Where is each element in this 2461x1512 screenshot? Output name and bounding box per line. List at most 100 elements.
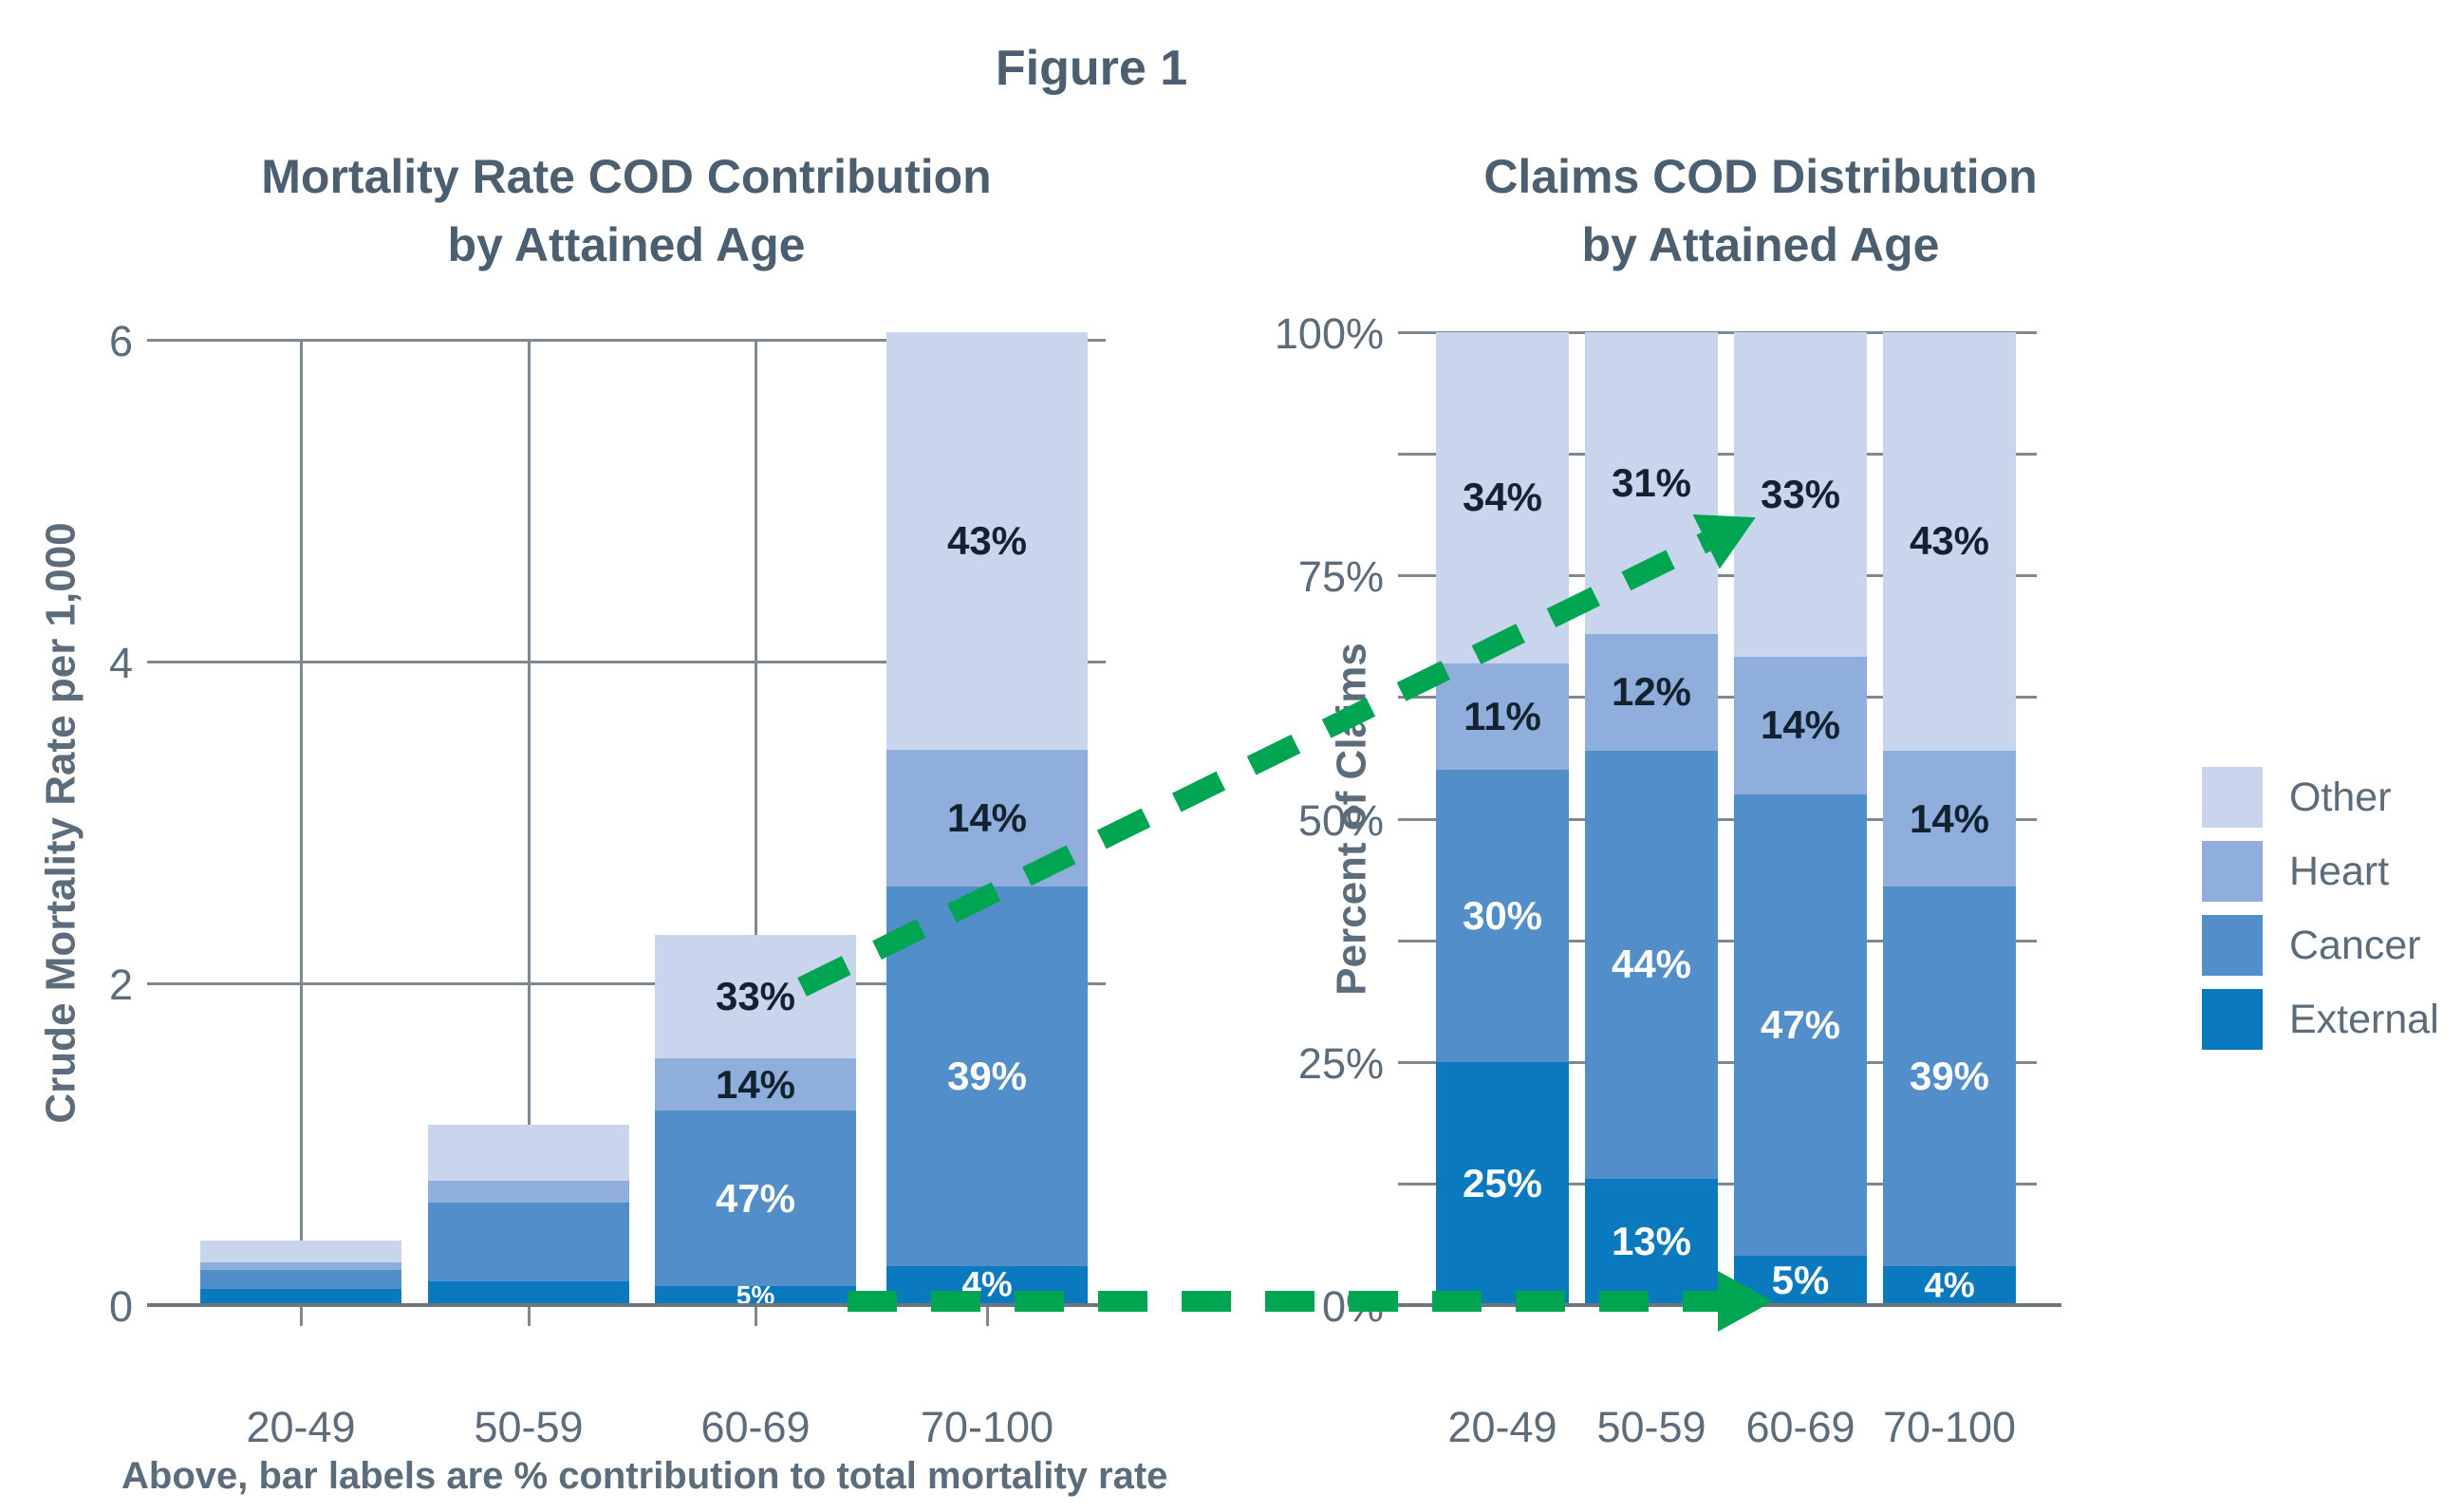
segment-heart-70-100 [1883,750,2016,887]
bar-label-heart-70-100: 14% [1909,795,1990,841]
x-tick-stub [300,1305,303,1326]
external-trend-arrow [848,1271,1773,1332]
bar-label-cancer-20-49: 30% [1462,893,1543,938]
x-axis-label: 70-100 [920,1403,1054,1451]
right-chart-title-line1: Claims COD Distribution [1483,150,2038,203]
segment-cancer-70-100 [1883,887,2016,1266]
bar-label-external-50-59: 13% [1611,1219,1692,1264]
right-chart-title-line2: by Attained Age [1581,218,1940,271]
left-chart-footnote: Above, bar labels are % contribution to … [121,1455,1168,1497]
bar-20-49: 25% 30% 11% 34% [1436,332,1569,1305]
legend-item-heart: Heart [2202,841,2439,902]
y-tick-label: 6 [108,317,133,365]
x-axis-label: 50-59 [1596,1403,1706,1451]
gridline-horizontal [147,982,1106,985]
x-tick-stub [755,1305,757,1326]
segment-external-20-49 [1436,1061,1569,1305]
segment-heart-50-59 [428,1181,629,1203]
legend: Other Heart Cancer External [2202,767,2439,1063]
bar-label-other-70-100: 43% [946,518,1028,563]
legend-swatch-heart [2202,841,2263,902]
segment-other-20-49 [200,1241,401,1263]
segment-other-70-100 [886,331,1088,751]
legend-item-other: Other [2202,767,2439,828]
segment-cancer-20-49 [200,1269,401,1290]
segment-cancer-70-100 [886,887,1088,1266]
gridline-horizontal [147,339,1106,342]
legend-swatch-other [2202,767,2263,828]
bar-70-100: 4% 39% 14% 43% [886,331,1088,1305]
x-axis-label: 60-69 [1745,1403,1855,1451]
bar-60-69: 5% 47% 14% 33% [1734,332,1867,1305]
y-tick-label: 25% [1297,1038,1384,1088]
right-chart-plot-area: 0%25%50%75%100%25%30%11%34%20-4913%44%12… [1275,309,2061,1451]
legend-item-external: External [2202,989,2439,1050]
bar-label-other-20-49: 34% [1462,475,1543,520]
bar-label-other-70-100: 43% [1909,518,1990,564]
x-tick-stub [986,1305,989,1326]
x-axis-label: 20-49 [246,1403,356,1451]
x-axis-label: 20-49 [1447,1403,1557,1451]
left-y-axis-label: Crude Mortality Rate per 1,000 [37,522,84,1124]
x-axis-line [147,1303,1120,1307]
segment-cancer-50-59 [1585,750,1718,1179]
bar-label-heart-50-59: 12% [1611,669,1692,715]
gridline-vertical [755,340,757,1305]
segment-heart-60-69 [1734,656,1867,794]
segment-other-70-100 [1883,332,2016,751]
bar-label-heart-70-100: 14% [946,795,1028,841]
segment-heart-50-59 [1585,633,1718,751]
bar-20-49 [200,1241,401,1305]
legend-label: External [2289,997,2439,1042]
segment-cancer-20-49 [1436,770,1569,1062]
segment-external-20-49 [200,1289,401,1305]
segment-cancer-50-59 [428,1202,629,1282]
bar-label-other-50-59: 31% [1611,459,1692,505]
y-tick-label: 75% [1297,552,1384,602]
arrowhead-icon [1718,1271,1773,1332]
y-tick-label: 2 [108,961,133,1009]
segment-heart-60-69 [655,1058,856,1111]
segment-external-50-59 [428,1281,629,1305]
bar-label-cancer-50-59: 44% [1611,942,1692,987]
segment-other-60-69 [1734,332,1867,657]
bar-label-cancer-70-100: 39% [1909,1054,1990,1099]
segment-other-50-59 [428,1125,629,1181]
left-chart-title-line1: Mortality Rate COD Contribution [261,150,992,203]
external-trend-arrow-dashes [848,1291,1718,1312]
segment-heart-20-49 [200,1262,401,1270]
segment-other-60-69 [655,935,856,1059]
gridline-horizontal [147,661,1106,663]
legend-label: Other [2289,775,2392,820]
y-tick-label: 0 [108,1282,133,1331]
bar-label-other-60-69: 33% [715,974,796,1019]
legend-label: Cancer [2289,923,2421,968]
left-chart-title: Mortality Rate COD Contribution by Attai… [147,142,1106,279]
x-axis-label: 50-59 [474,1403,584,1451]
figure-title: Figure 1 [995,41,1188,96]
x-tick-stub [528,1305,531,1326]
y-tick-label: 50% [1297,795,1384,845]
bar-label-external-20-49: 25% [1462,1160,1543,1205]
legend-item-cancer: Cancer [2202,915,2439,976]
x-axis-label: 70-100 [1882,1403,2017,1451]
bar-70-100: 4% 39% 14% 43% [1883,332,2016,1305]
bar-label-cancer-60-69: 47% [1760,1001,1841,1047]
segment-heart-20-49 [1436,663,1569,771]
y-tick-label: 4 [108,639,133,687]
segment-external-70-100 [1883,1266,2016,1305]
bar-label-cancer-60-69: 47% [715,1175,796,1221]
left-chart-plot-area: 0 2 4 6 20-49 50-59 5% 47% 14% 33% 60-69 4% 39% 14% 43… [109,317,1120,1451]
bar-label-external-60-69: 5% [1771,1258,1830,1303]
x-axis-label: 60-69 [700,1403,811,1451]
legend-label: Heart [2289,849,2390,894]
segment-cancer-60-69 [1734,793,1867,1257]
bar-label-external-70-100: 4% [1924,1265,1975,1305]
segment-external-50-59 [1585,1178,1718,1305]
bar-label-heart-60-69: 14% [715,1061,796,1107]
bar-label-cancer-70-100: 39% [946,1054,1028,1099]
gridline-vertical [300,340,303,1305]
bar-60-69: 5% 47% 14% 33% [655,935,856,1309]
legend-swatch-cancer [2202,915,2263,976]
